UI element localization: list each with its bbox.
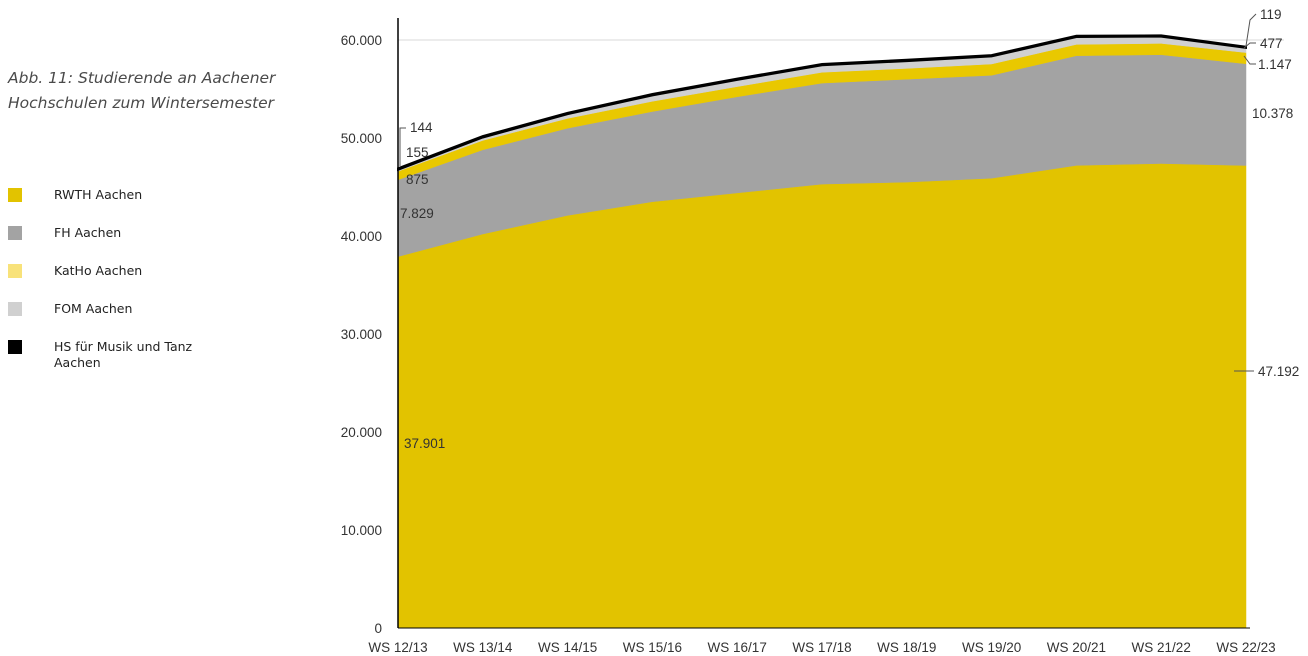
start-label-rwth: 37.901	[404, 436, 445, 451]
legend-item-hfmt: HS für Musik und Tanz Aachen	[8, 336, 238, 374]
x-tick-label-3: WS 15/16	[623, 640, 682, 655]
legend-swatch-fom	[8, 302, 22, 316]
x-tick-label-8: WS 20/21	[1047, 640, 1106, 655]
caption-line-2: Hochschulen zum Wintersemester	[8, 94, 275, 112]
end-label-rwth: 47.192	[1258, 364, 1299, 379]
end-label-fom: 477	[1260, 36, 1283, 51]
legend-item-fom: FOM Aachen	[8, 298, 238, 336]
x-tick-label-1: WS 13/14	[453, 640, 513, 655]
caption-line-1: Abb. 11: Studierende an Aachener	[8, 69, 276, 87]
x-tick-label-7: WS 19/20	[962, 640, 1021, 655]
end-label-hfmt: 119	[1260, 7, 1282, 22]
legend-swatch-fh	[8, 226, 22, 240]
legend-label-hfmt: HS für Musik und Tanz Aachen	[54, 339, 193, 370]
x-tick-label-5: WS 17/18	[792, 640, 851, 655]
x-tick-label-2: WS 14/15	[538, 640, 597, 655]
figure-caption: Abb. 11: Studierende an Aachener Hochsch…	[8, 66, 308, 116]
legend-label-fom: FOM Aachen	[54, 301, 133, 316]
y-tick-label-1: 10.000	[341, 523, 382, 538]
legend-item-katho: KatHo Aachen	[8, 260, 238, 298]
leader-line-katho-end	[1243, 55, 1256, 65]
leader-line-hfmt-start	[399, 127, 406, 166]
x-tick-label-4: WS 16/17	[708, 640, 767, 655]
start-label-fom: 155	[406, 145, 429, 160]
legend-swatch-katho	[8, 264, 22, 278]
legend-label-katho: KatHo Aachen	[54, 263, 143, 278]
y-tick-label-4: 40.000	[341, 229, 382, 244]
legend: RWTH Aachen FH Aachen KatHo Aachen FOM A…	[8, 184, 238, 374]
start-label-hfmt: 144	[410, 120, 433, 135]
y-tick-label-3: 30.000	[341, 327, 382, 342]
start-label-fh: 7.829	[400, 206, 434, 221]
end-label-katho: 1.147	[1258, 57, 1292, 72]
y-tick-label-6: 60.000	[341, 33, 382, 48]
leader-line-hfmt-end	[1245, 13, 1257, 47]
x-tick-label-0: WS 12/13	[368, 640, 427, 655]
x-tick-label-10: WS 22/23	[1216, 640, 1275, 655]
x-tick-label-9: WS 21/22	[1132, 640, 1191, 655]
leader-line-fom-end	[1243, 42, 1256, 49]
area-rwth	[397, 163, 1247, 629]
start-label-katho: 875	[406, 172, 429, 187]
legend-swatch-hfmt	[8, 340, 22, 354]
legend-label-rwth: RWTH Aachen	[54, 187, 143, 202]
legend-item-rwth: RWTH Aachen	[8, 184, 238, 222]
y-tick-label-5: 50.000	[341, 131, 382, 146]
legend-item-fh: FH Aachen	[8, 222, 238, 260]
y-tick-label-0: 0	[374, 621, 382, 636]
end-label-fh: 10.378	[1252, 106, 1293, 121]
x-tick-label-6: WS 18/19	[877, 640, 936, 655]
legend-swatch-rwth	[8, 188, 22, 202]
y-tick-label-2: 20.000	[341, 425, 382, 440]
legend-label-fh: FH Aachen	[54, 225, 122, 240]
area-hfmt	[397, 34, 1247, 172]
